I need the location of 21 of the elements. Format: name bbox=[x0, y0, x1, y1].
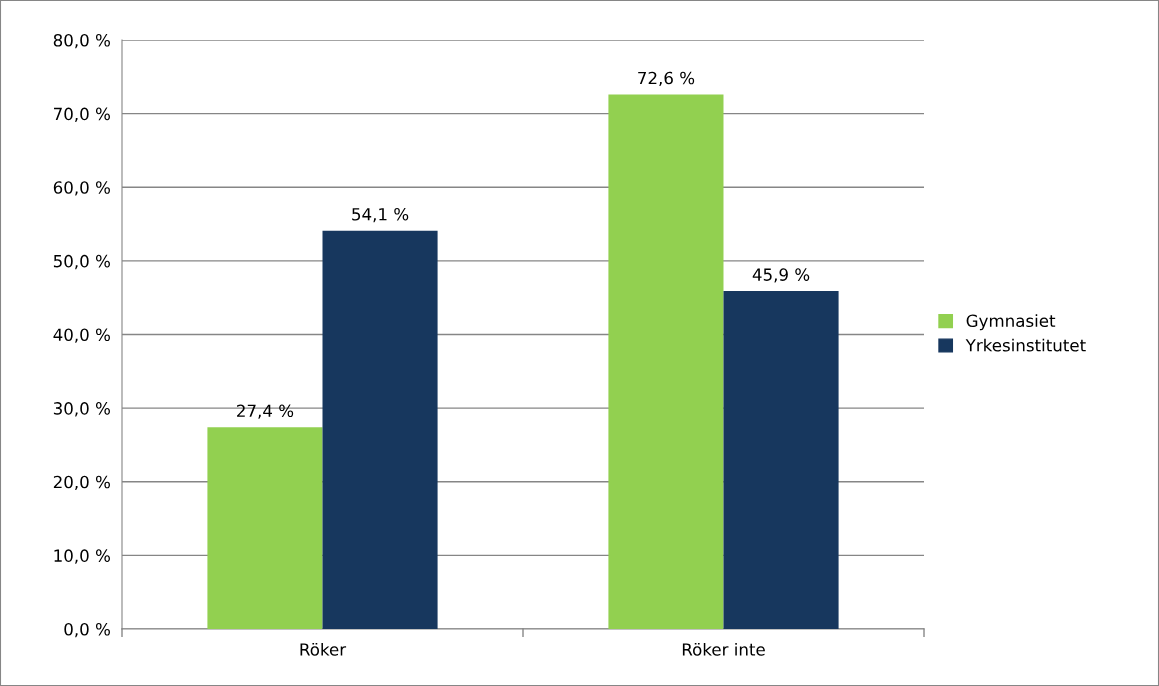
bar bbox=[608, 94, 724, 629]
data-label: 27,4 % bbox=[237, 404, 294, 419]
y-tick-label: 60,0 % bbox=[53, 181, 110, 196]
x-tick-label: Röker inte bbox=[682, 642, 765, 656]
data-label: 45,9 % bbox=[752, 268, 810, 283]
y-tick-label: 0,0 % bbox=[64, 622, 110, 638]
x-tick-label: Röker bbox=[300, 642, 347, 656]
legend-label: Yrkesinstitutet bbox=[965, 338, 1086, 352]
y-tick-label: 40,0 % bbox=[53, 328, 110, 343]
bar bbox=[723, 291, 839, 629]
legend-label: Gymnasiet bbox=[966, 314, 1056, 331]
bar bbox=[322, 230, 438, 629]
y-tick-label: 70,0 % bbox=[54, 107, 110, 122]
data-label: 54,1 % bbox=[352, 207, 409, 223]
y-tick-label: 30,0 % bbox=[53, 402, 110, 417]
y-tick-label: 50,0 % bbox=[53, 254, 110, 270]
y-tick-label: 20,0 % bbox=[53, 475, 110, 491]
y-tick-label: 80,0 % bbox=[53, 33, 110, 49]
y-tick-label: 10,0 % bbox=[54, 549, 110, 564]
data-label: 72,6 % bbox=[638, 71, 695, 87]
bar bbox=[207, 427, 323, 629]
